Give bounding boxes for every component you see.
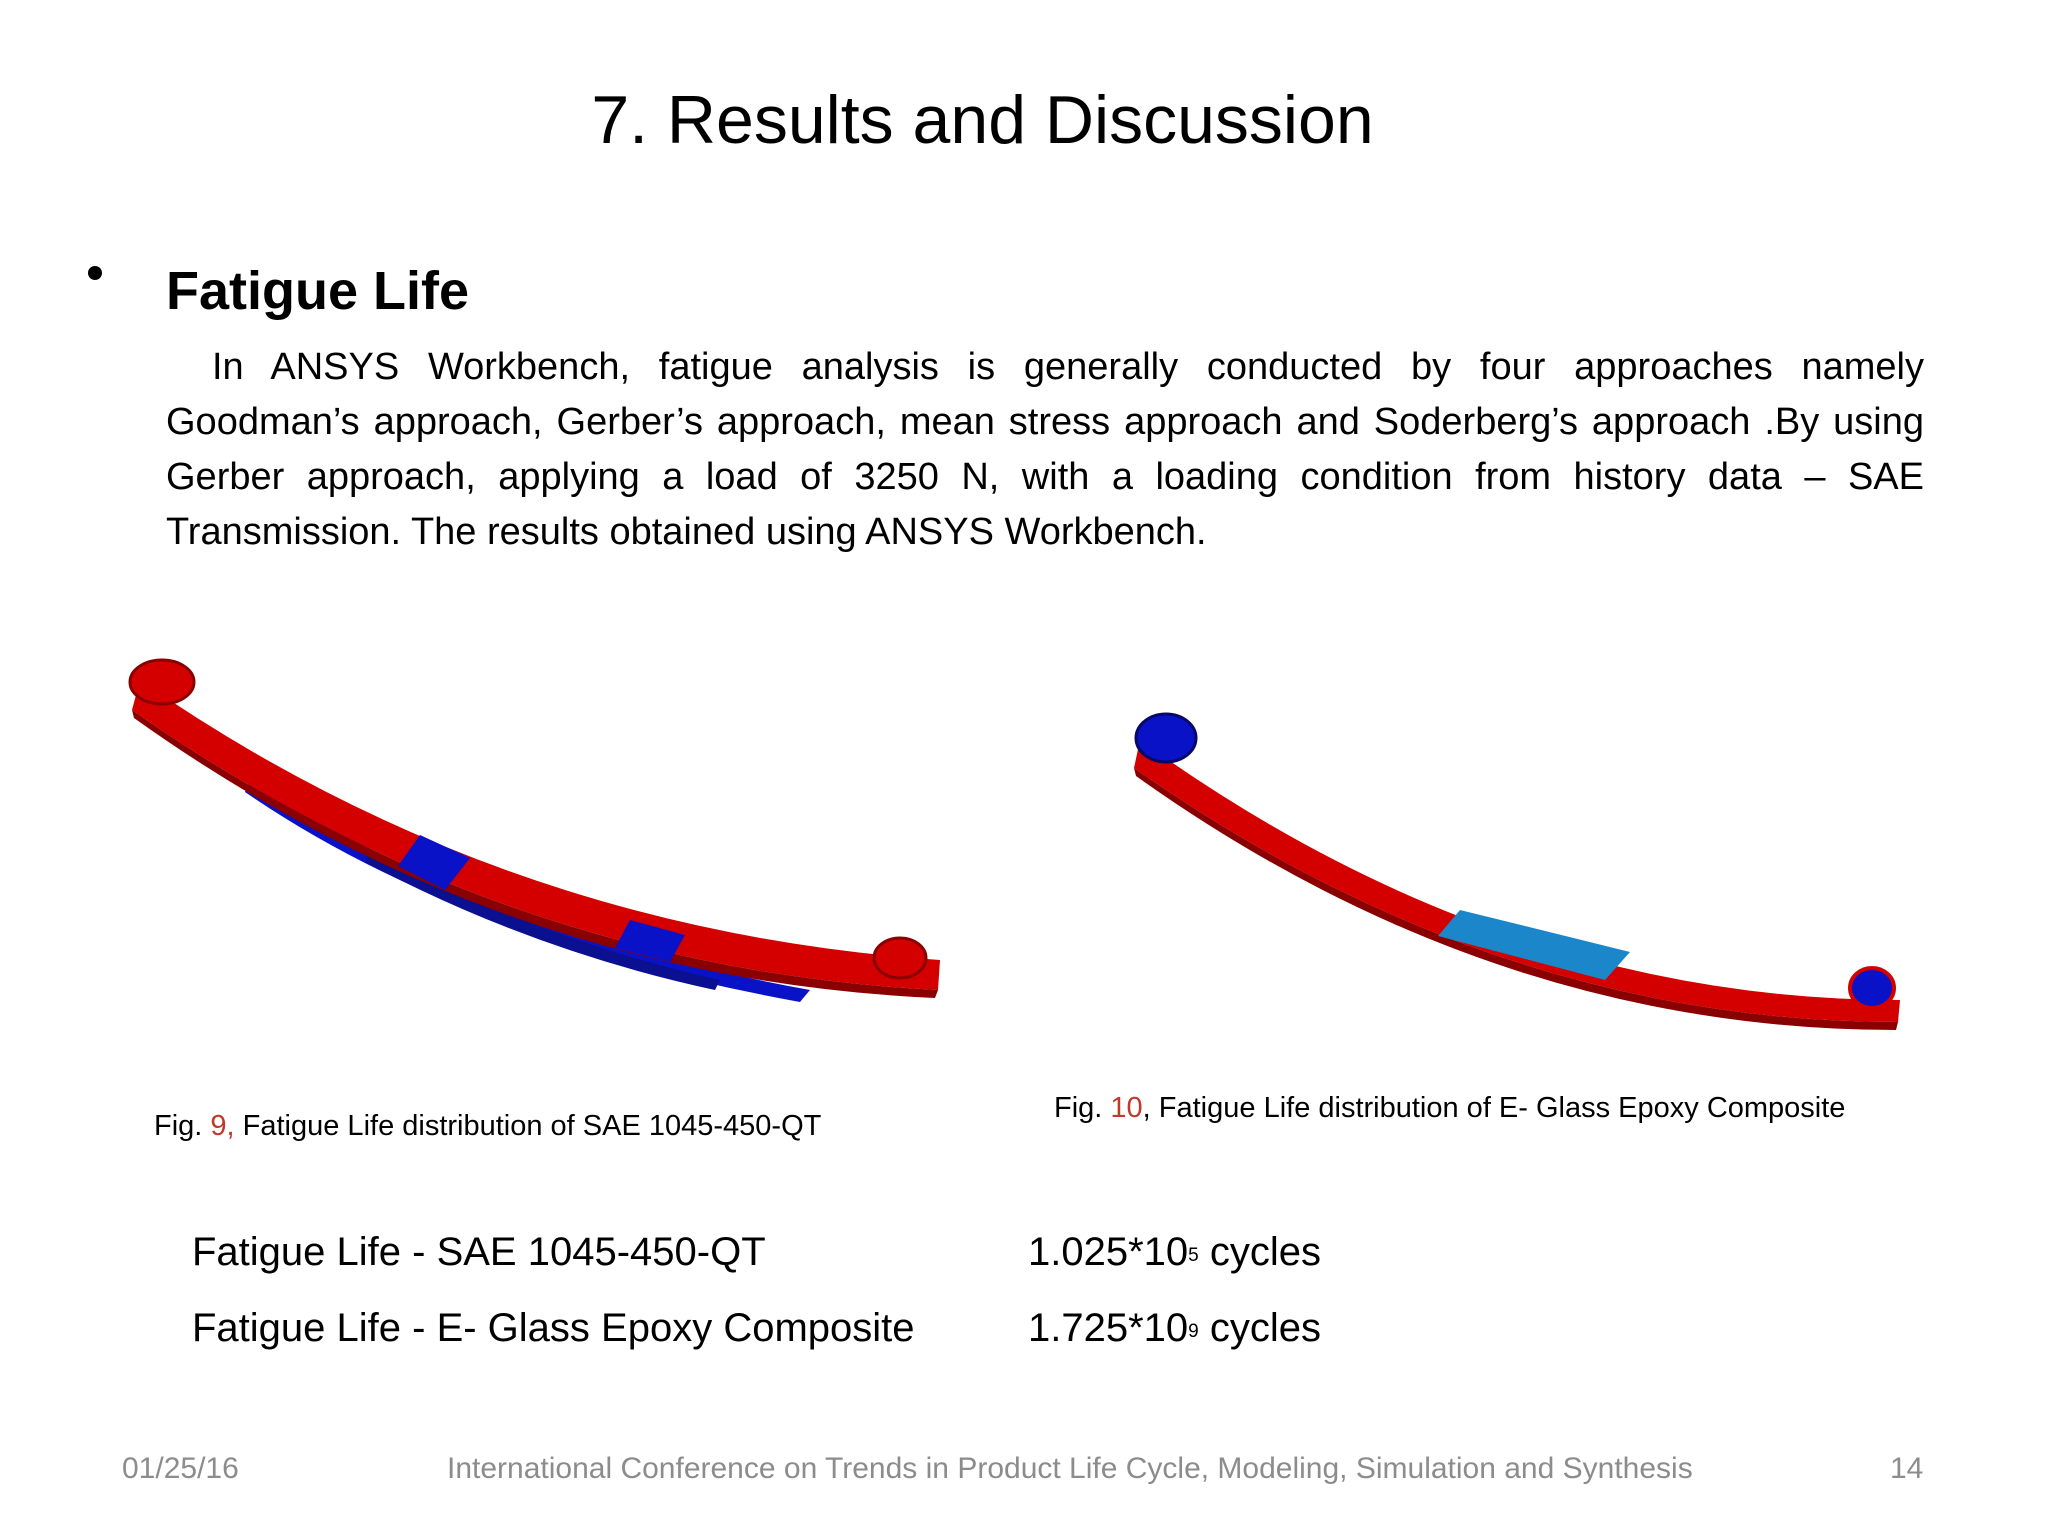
spring-10-main-leaf bbox=[1134, 740, 1900, 1022]
slide-title: 7. Results and Discussion bbox=[591, 82, 1374, 158]
spring-10-left-eye bbox=[1134, 712, 1198, 764]
result-value-composite: 1.725*109 cycles bbox=[1028, 1302, 1321, 1354]
caption-prefix: Fig. bbox=[1054, 1092, 1111, 1124]
result-exponent: 5 bbox=[1188, 1245, 1199, 1266]
spring-9-blue-patch-1 bbox=[398, 835, 470, 890]
figure-9-leaf-spring-steel bbox=[128, 658, 940, 1002]
spring-10-right-eye bbox=[1848, 966, 1896, 1010]
caption-text: , Fatigue Life distribution of E- Glass … bbox=[1142, 1092, 1846, 1124]
result-unit: cycles bbox=[1198, 1230, 1321, 1274]
figure-10-caption: Fig. 10, Fatigue Life distribution of E-… bbox=[1054, 1090, 1845, 1126]
spring-10-leaf-edge bbox=[1134, 768, 1898, 1030]
footer-conference: International Conference on Trends in Pr… bbox=[447, 1452, 1693, 1485]
caption-prefix: Fig. bbox=[154, 1110, 211, 1142]
bullet-heading: Fatigue Life bbox=[166, 261, 470, 321]
result-label-steel: Fatigue Life - SAE 1045-450-QT bbox=[192, 1230, 766, 1274]
caption-text: Fatigue Life distribution of SAE 1045-45… bbox=[234, 1110, 822, 1142]
figure-9-caption: Fig. 9, Fatigue Life distribution of SAE… bbox=[154, 1108, 821, 1144]
footer-page-number: 14 bbox=[1890, 1452, 1924, 1485]
spring-9-left-eye bbox=[128, 658, 196, 706]
result-mantissa: 1.725*10 bbox=[1028, 1306, 1189, 1350]
spring-9-main-leaf bbox=[132, 680, 940, 990]
spring-9-lower-leaf-shadow bbox=[365, 850, 720, 990]
spring-9-lower-leaf bbox=[245, 780, 810, 1002]
footer-date: 01/25/16 bbox=[122, 1452, 239, 1485]
caption-number: 9, bbox=[210, 1110, 235, 1142]
figure-10-leaf-spring-composite bbox=[1134, 712, 1900, 1030]
caption-number: 10 bbox=[1110, 1092, 1143, 1124]
spring-9-right-eye bbox=[872, 936, 928, 980]
result-unit: cycles bbox=[1198, 1306, 1321, 1350]
body-paragraph: In ANSYS Workbench, fatigue analysis is … bbox=[166, 346, 1924, 553]
result-exponent: 9 bbox=[1188, 1321, 1199, 1342]
bullet-dot bbox=[88, 266, 102, 280]
spring-10-cyan-patch bbox=[1438, 910, 1630, 980]
result-value-steel: 1.025*105 cycles bbox=[1028, 1226, 1321, 1278]
spring-9-blue-patch-2 bbox=[615, 920, 685, 962]
result-mantissa: 1.025*10 bbox=[1028, 1230, 1189, 1274]
result-label-composite: Fatigue Life - E- Glass Epoxy Composite bbox=[192, 1306, 915, 1350]
